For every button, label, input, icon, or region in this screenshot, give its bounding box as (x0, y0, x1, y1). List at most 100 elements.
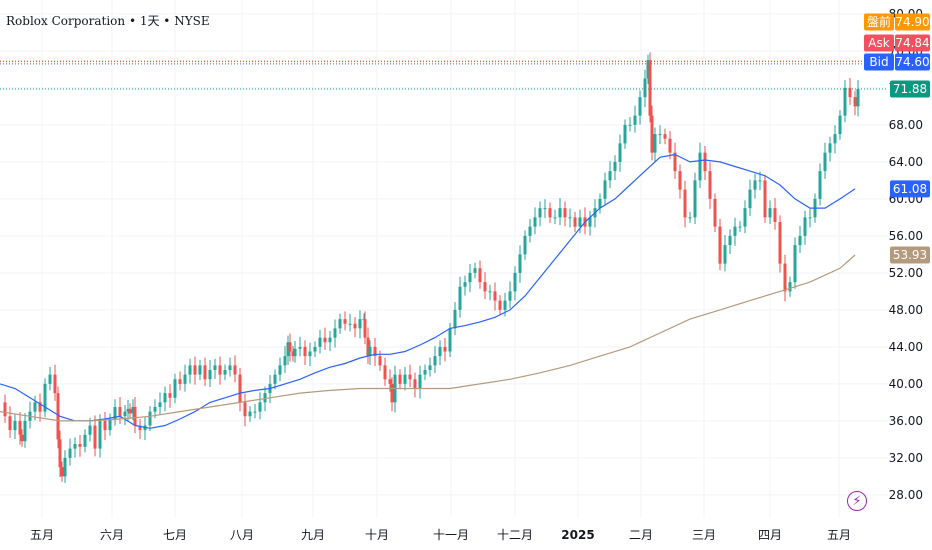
candle-body (20, 434, 24, 442)
moving-average-lines (0, 153, 856, 429)
x-tick-label: 十一月 (433, 528, 469, 542)
candle-body (373, 346, 377, 357)
candle-body (423, 370, 427, 375)
candle-body (493, 291, 497, 301)
candle-body (668, 138, 672, 153)
candle-body (633, 115, 637, 125)
candle-body (573, 217, 577, 227)
bid-badge: Bid 74.60 (864, 53, 930, 71)
candle-body (488, 291, 492, 293)
candle-body (693, 180, 697, 218)
candle-body (193, 365, 197, 375)
candle-body (753, 180, 757, 190)
candle-body (543, 208, 547, 210)
candle-body (383, 365, 387, 380)
y-tick-label: 32.00 (889, 451, 923, 465)
candle-body (108, 419, 112, 431)
candle-body (228, 365, 232, 370)
candle-body (123, 411, 127, 417)
candle-body (273, 374, 277, 384)
candle-body (98, 420, 102, 449)
candle-body (403, 374, 407, 384)
candle-body (563, 208, 567, 218)
candle-body (623, 124, 627, 144)
candle-body (243, 402, 247, 417)
candle-body (518, 254, 522, 273)
bid-badge-value: 74.60 (895, 55, 929, 69)
candle-body (603, 180, 607, 199)
candle-body (3, 402, 7, 417)
ma-slow-line (0, 254, 856, 422)
candle-body (368, 346, 372, 357)
candle-body (103, 420, 107, 431)
candle-body (433, 356, 437, 366)
candle-body (438, 346, 442, 357)
candle-body (133, 407, 137, 426)
candle-body (613, 161, 617, 172)
candle-body (738, 226, 742, 228)
candle-body (856, 88, 860, 107)
time-axis[interactable]: 五月 六月 七月 八月 九月 十月 十一月 十二月 2025 二月 三月 四月 五月 (30, 528, 851, 542)
candle-body (478, 268, 482, 283)
candle-body (618, 143, 622, 162)
candle-body (713, 198, 717, 227)
x-tick-label: 五月 (30, 528, 54, 542)
candle-body (18, 420, 22, 435)
price-level-lines (0, 60, 888, 90)
candle-body (213, 365, 217, 370)
candle-body (473, 268, 477, 273)
candle-body (748, 189, 752, 209)
premarket-badge-value: 74.90 (895, 15, 929, 29)
candle-body (13, 420, 17, 431)
candle-body (673, 152, 677, 172)
bid-badge-label: Bid (869, 55, 888, 69)
candle-body (163, 393, 167, 403)
candle-body (638, 97, 642, 116)
candle-body (513, 272, 517, 292)
candle-body (363, 319, 367, 338)
candle-body (323, 337, 327, 343)
candle-body (258, 402, 262, 412)
candle-body (538, 208, 542, 218)
candle-body (833, 134, 837, 144)
y-tick-label: 44.00 (889, 340, 923, 354)
candle-body (128, 408, 132, 414)
lightning-icon[interactable]: ⚡ (847, 491, 867, 511)
candle-body (608, 171, 612, 181)
candle-body (223, 370, 227, 375)
candle-body (643, 78, 647, 98)
candle-body (428, 365, 432, 370)
candle-body (503, 300, 507, 310)
x-tick-label: 八月 (230, 528, 254, 542)
candle-body (298, 346, 302, 349)
candle-body (188, 365, 192, 375)
candle-body (758, 180, 762, 182)
candle-body (390, 383, 394, 403)
candle-body (233, 365, 237, 375)
y-tick-label: 56.00 (889, 229, 923, 243)
x-tick-label: 四月 (758, 528, 782, 542)
candle-body (578, 217, 582, 227)
candle-body (398, 374, 402, 384)
candle-body (366, 337, 370, 357)
candle-body (343, 319, 347, 324)
candle-body (126, 408, 130, 412)
candle-body (118, 407, 122, 417)
candle-body (646, 60, 650, 79)
candle-body (208, 370, 212, 380)
candle-body (848, 87, 852, 98)
premarket-badge-label: 盤前 (867, 14, 891, 29)
candle-body (683, 189, 687, 218)
candle-body (598, 198, 602, 209)
ma-fast-badge: 61.08 (890, 180, 930, 198)
candle-body (203, 365, 207, 380)
candle-body (688, 217, 692, 219)
candle-body (508, 291, 512, 301)
candle-body (698, 152, 702, 181)
x-tick-label: 六月 (100, 528, 124, 542)
y-tick-label: 48.00 (889, 303, 923, 317)
candle-body (463, 282, 467, 287)
candle-body (38, 402, 42, 412)
candle-body (358, 319, 362, 329)
